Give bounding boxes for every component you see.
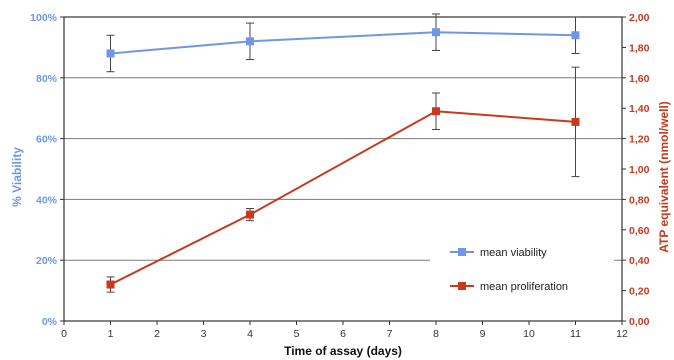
x-axis-label: Time of assay (days) xyxy=(284,344,402,358)
series-1 xyxy=(106,13,580,73)
left-tick-label: 60% xyxy=(36,134,58,146)
series xyxy=(106,13,580,293)
x-tick-label: 4 xyxy=(247,328,253,340)
right-tick-label: 1,40 xyxy=(629,103,650,115)
legend-swatch-marker xyxy=(458,282,466,290)
x-tick-label: 5 xyxy=(294,328,300,340)
right-axis-label: ATP equivalent (nmol/well) xyxy=(657,101,671,253)
right-tick-label: 0,80 xyxy=(629,194,650,206)
x-tick-label: 9 xyxy=(480,328,486,340)
series-line xyxy=(110,31,576,55)
series-2 xyxy=(106,66,580,293)
legend-label: mean proliferation xyxy=(480,281,568,293)
x-tick-label: 0 xyxy=(61,328,67,340)
x-tick-label: 3 xyxy=(201,328,207,340)
right-tick-label: 1,20 xyxy=(629,134,650,146)
left-axis-label: % Viability xyxy=(10,147,24,207)
right-tick-label: 0,60 xyxy=(629,225,650,237)
legend: mean viability mean proliferation xyxy=(430,222,614,300)
data-point xyxy=(246,37,254,46)
left-tick-label: 40% xyxy=(36,194,58,206)
right-tick-label: 1,80 xyxy=(629,42,650,54)
left-tick-label: 100% xyxy=(30,12,58,24)
data-point xyxy=(246,210,254,219)
x-tick-label: 10 xyxy=(523,328,535,340)
x-tick-label: 8 xyxy=(433,328,439,340)
data-point xyxy=(106,280,115,289)
left-tick-label: 0% xyxy=(42,316,58,328)
data-point xyxy=(432,107,440,116)
right-tick-label: 1,60 xyxy=(629,73,650,85)
right-tick-label: 1,00 xyxy=(629,164,650,176)
axes: 0% 20% 40% 60% 80% 100% 0,00 0,20 0,40 0,60 0,80 1,… xyxy=(30,12,649,340)
data-point xyxy=(571,31,580,40)
x-tick-label: 12 xyxy=(616,328,628,340)
left-tick-label: 80% xyxy=(36,73,58,85)
right-tick-label: 2,00 xyxy=(629,12,650,24)
x-tick-label: 7 xyxy=(387,328,393,340)
x-tick-label: 11 xyxy=(570,328,581,340)
right-tick-label: 0,40 xyxy=(629,255,650,267)
series-line xyxy=(110,110,576,286)
data-point xyxy=(106,49,115,58)
left-tick-label: 20% xyxy=(36,255,58,267)
right-tick-label: 0,20 xyxy=(629,286,650,298)
x-tick-label: 6 xyxy=(340,328,346,340)
data-point xyxy=(432,28,440,37)
x-tick-label: 2 xyxy=(154,328,160,340)
legend-swatch-marker xyxy=(458,248,466,256)
right-tick-label: 0,00 xyxy=(629,316,650,328)
legend-label: mean viability xyxy=(480,247,547,259)
x-tick-label: 1 xyxy=(108,328,114,340)
data-point xyxy=(571,117,580,126)
